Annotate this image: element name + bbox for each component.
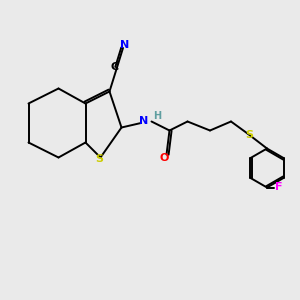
Text: F: F <box>275 182 283 193</box>
Text: C: C <box>110 62 119 73</box>
Text: S: S <box>245 130 253 140</box>
Text: N: N <box>140 116 148 127</box>
Text: O: O <box>159 153 169 163</box>
Text: H: H <box>153 111 161 121</box>
Text: N: N <box>120 40 129 50</box>
Text: S: S <box>95 154 103 164</box>
